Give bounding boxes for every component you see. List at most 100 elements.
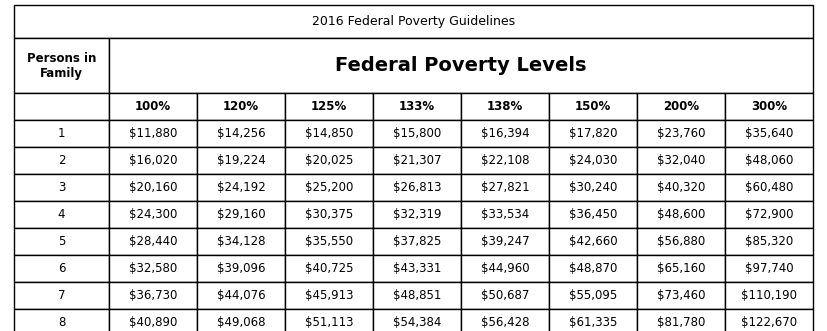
Bar bbox=[373, 147, 461, 174]
Bar bbox=[373, 228, 461, 255]
Text: 8: 8 bbox=[58, 316, 65, 329]
Bar bbox=[109, 282, 197, 309]
Bar bbox=[14, 228, 109, 255]
Bar bbox=[549, 282, 637, 309]
Bar bbox=[373, 309, 461, 331]
Text: 200%: 200% bbox=[663, 100, 699, 113]
Text: $32,580: $32,580 bbox=[129, 262, 177, 275]
Text: 133%: 133% bbox=[399, 100, 435, 113]
Text: 5: 5 bbox=[58, 235, 65, 248]
Text: $51,113: $51,113 bbox=[305, 316, 353, 329]
Text: $24,300: $24,300 bbox=[129, 208, 177, 221]
Bar bbox=[109, 120, 197, 147]
Text: $48,600: $48,600 bbox=[657, 208, 705, 221]
Text: $55,095: $55,095 bbox=[569, 289, 617, 302]
Text: 300%: 300% bbox=[751, 100, 787, 113]
Bar bbox=[637, 282, 725, 309]
Text: $56,428: $56,428 bbox=[480, 316, 529, 329]
Text: $40,725: $40,725 bbox=[305, 262, 353, 275]
Bar bbox=[285, 255, 373, 282]
Bar bbox=[14, 282, 109, 309]
Text: $110,190: $110,190 bbox=[741, 289, 797, 302]
Bar bbox=[109, 201, 197, 228]
Text: $24,030: $24,030 bbox=[569, 154, 617, 167]
Bar bbox=[373, 174, 461, 201]
Text: Federal Poverty Levels: Federal Poverty Levels bbox=[335, 56, 586, 75]
Text: $34,128: $34,128 bbox=[217, 235, 265, 248]
Bar bbox=[461, 147, 549, 174]
Bar bbox=[549, 255, 637, 282]
Text: $20,160: $20,160 bbox=[129, 181, 177, 194]
Text: 2016 Federal Poverty Guidelines: 2016 Federal Poverty Guidelines bbox=[312, 15, 515, 28]
Text: $11,880: $11,880 bbox=[129, 127, 177, 140]
Text: $16,394: $16,394 bbox=[480, 127, 529, 140]
Bar bbox=[637, 147, 725, 174]
Bar bbox=[373, 201, 461, 228]
Text: $23,760: $23,760 bbox=[657, 127, 705, 140]
Text: 150%: 150% bbox=[575, 100, 611, 113]
Text: $45,913: $45,913 bbox=[305, 289, 353, 302]
Text: $17,820: $17,820 bbox=[569, 127, 617, 140]
Bar bbox=[109, 93, 197, 120]
Bar bbox=[197, 201, 285, 228]
Bar bbox=[109, 38, 813, 93]
Bar bbox=[549, 201, 637, 228]
Bar bbox=[285, 282, 373, 309]
Text: $44,960: $44,960 bbox=[480, 262, 529, 275]
Bar bbox=[14, 5, 813, 38]
Text: $30,240: $30,240 bbox=[569, 181, 617, 194]
Text: 7: 7 bbox=[58, 289, 65, 302]
Text: 6: 6 bbox=[58, 262, 65, 275]
Bar bbox=[285, 228, 373, 255]
Text: $30,375: $30,375 bbox=[305, 208, 353, 221]
Text: $49,068: $49,068 bbox=[217, 316, 265, 329]
Text: $21,307: $21,307 bbox=[393, 154, 442, 167]
Bar bbox=[725, 147, 813, 174]
Text: $35,640: $35,640 bbox=[745, 127, 793, 140]
Text: $25,200: $25,200 bbox=[305, 181, 353, 194]
Bar bbox=[285, 309, 373, 331]
Bar bbox=[197, 255, 285, 282]
Text: $19,224: $19,224 bbox=[217, 154, 265, 167]
Bar bbox=[725, 201, 813, 228]
Text: $42,660: $42,660 bbox=[569, 235, 617, 248]
Text: $97,740: $97,740 bbox=[744, 262, 793, 275]
Bar bbox=[285, 93, 373, 120]
Bar bbox=[549, 147, 637, 174]
Text: $39,247: $39,247 bbox=[480, 235, 529, 248]
Text: $14,256: $14,256 bbox=[217, 127, 265, 140]
Bar bbox=[14, 309, 109, 331]
Bar bbox=[725, 174, 813, 201]
Bar bbox=[373, 93, 461, 120]
Bar bbox=[725, 309, 813, 331]
Bar bbox=[549, 228, 637, 255]
Text: $32,040: $32,040 bbox=[657, 154, 705, 167]
Bar bbox=[637, 174, 725, 201]
Bar bbox=[197, 147, 285, 174]
Text: $20,025: $20,025 bbox=[305, 154, 353, 167]
Text: 138%: 138% bbox=[487, 100, 523, 113]
Bar bbox=[285, 201, 373, 228]
Bar bbox=[549, 309, 637, 331]
Bar bbox=[637, 309, 725, 331]
Text: $36,730: $36,730 bbox=[129, 289, 177, 302]
Text: $50,687: $50,687 bbox=[480, 289, 529, 302]
Text: $43,331: $43,331 bbox=[393, 262, 441, 275]
Bar bbox=[725, 255, 813, 282]
Text: $48,870: $48,870 bbox=[569, 262, 617, 275]
Bar bbox=[373, 255, 461, 282]
Bar bbox=[197, 282, 285, 309]
Text: 1: 1 bbox=[58, 127, 65, 140]
Text: 2: 2 bbox=[58, 154, 65, 167]
Text: $29,160: $29,160 bbox=[217, 208, 265, 221]
Bar bbox=[197, 93, 285, 120]
Bar bbox=[197, 228, 285, 255]
Text: $32,319: $32,319 bbox=[393, 208, 442, 221]
Bar bbox=[637, 201, 725, 228]
Bar bbox=[14, 120, 109, 147]
Text: $56,880: $56,880 bbox=[657, 235, 705, 248]
Text: $40,890: $40,890 bbox=[129, 316, 177, 329]
Text: 120%: 120% bbox=[223, 100, 259, 113]
Bar bbox=[549, 93, 637, 120]
Text: $61,335: $61,335 bbox=[569, 316, 617, 329]
